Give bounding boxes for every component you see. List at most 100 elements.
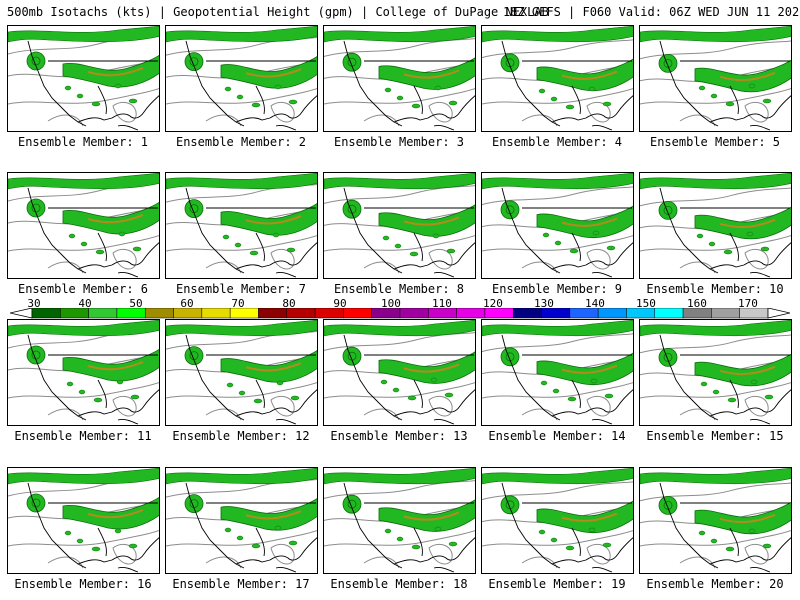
- coastline: [393, 117, 429, 123]
- coastline: [501, 482, 561, 569]
- isotach-blob: [407, 395, 417, 401]
- ensemble-member-label: Ensemble Member: 6: [17, 282, 149, 296]
- ensemble-map: [482, 468, 633, 573]
- coastline: [743, 389, 791, 413]
- isotach-blob: [606, 245, 616, 251]
- color-scale-label: 140: [584, 297, 605, 310]
- coastline: [255, 232, 265, 262]
- coastline: [749, 272, 771, 278]
- coastline: [413, 85, 423, 115]
- ensemble-panel-18: [323, 467, 476, 574]
- ensemble-panel-10: [639, 172, 792, 279]
- height-contour: [8, 382, 159, 399]
- coastline: [591, 567, 613, 573]
- northern-isotachs: [640, 26, 791, 43]
- ensemble-map: [166, 468, 317, 573]
- height-contour: [324, 332, 475, 351]
- coastline: [97, 85, 107, 115]
- closed-low: [342, 199, 362, 219]
- coastline: [393, 411, 429, 417]
- ensemble-member-label: Ensemble Member: 2: [175, 135, 307, 149]
- coastline: [749, 567, 771, 573]
- isotach-blob: [444, 392, 454, 398]
- ensemble-panel-12: [165, 319, 318, 426]
- coastline: [749, 419, 771, 425]
- height-contour: [47, 114, 84, 127]
- ensemble-member-label: Ensemble Member: 19: [488, 577, 626, 591]
- height-contour: [112, 248, 137, 270]
- isotach-blob: [698, 85, 706, 91]
- height-contour: [47, 408, 84, 421]
- height-contour: [166, 382, 317, 399]
- color-scale-label: 170: [737, 297, 758, 310]
- coastline: [255, 85, 265, 115]
- jet-stream-isotachs: [62, 348, 159, 382]
- isotach-blob: [552, 388, 560, 394]
- ensemble-panel-19: [481, 467, 634, 574]
- northern-isotachs: [166, 468, 317, 485]
- color-scale-swatches: [10, 308, 790, 319]
- ensemble-map: [640, 468, 791, 573]
- coastline: [585, 242, 633, 266]
- coastline: [343, 187, 403, 274]
- height-contour: [166, 235, 317, 252]
- closed-low: [500, 495, 520, 515]
- isotach-blob: [434, 526, 442, 532]
- ensemble-member-label: Ensemble Member: 15: [646, 429, 784, 443]
- isotach-blob: [224, 527, 232, 533]
- ensemble-map: [8, 468, 159, 573]
- ensemble-member-label: Ensemble Member: 18: [330, 577, 468, 591]
- jet-stream-isotachs: [378, 351, 475, 384]
- jet-core: [87, 509, 144, 519]
- closed-low: [184, 199, 204, 218]
- ensemble-map: [324, 320, 475, 425]
- color-swatch: [314, 308, 344, 319]
- coastline: [571, 232, 581, 262]
- jet-core: [87, 361, 144, 371]
- isotach-blob: [226, 382, 234, 388]
- isotach-blob: [128, 98, 138, 104]
- jet-core: [245, 510, 302, 520]
- isotach-blob: [222, 234, 230, 240]
- height-contour: [482, 39, 633, 59]
- ensemble-map: [482, 173, 633, 278]
- coastline: [255, 379, 265, 409]
- closed-low: [500, 200, 520, 220]
- jet-stream-isotachs: [220, 56, 317, 89]
- isotach-blob: [66, 381, 74, 387]
- scale-left-arrow: [10, 308, 33, 319]
- height-contour: [521, 114, 558, 127]
- jet-core: [245, 68, 302, 78]
- height-contour: [8, 88, 159, 105]
- isotach-blob: [448, 100, 458, 106]
- coastline: [413, 232, 423, 262]
- ensemble-panel-14: [481, 319, 634, 426]
- coastline: [427, 95, 475, 119]
- height-contour: [112, 395, 137, 417]
- closed-low: [26, 493, 46, 513]
- color-scale-bar: 30 40 50 60 70 80 90 100 110 120 130 140 150 160 170: [10, 297, 790, 321]
- ensemble-panel-3: [323, 25, 476, 132]
- closed-low: [658, 496, 678, 515]
- isotach-blob: [76, 538, 84, 544]
- coastline: [659, 40, 719, 127]
- isotach-blob: [725, 101, 735, 107]
- ensemble-panel-11: [7, 319, 160, 426]
- isotach-blob: [78, 389, 86, 395]
- coastline: [275, 272, 297, 278]
- jet-stream-isotachs: [378, 57, 475, 90]
- ensemble-member-label: Ensemble Member: 3: [333, 135, 465, 149]
- isotach-blob: [602, 542, 612, 548]
- isotach-blob: [224, 86, 232, 92]
- ensemble-panel-20: [639, 467, 792, 574]
- color-swatch: [60, 308, 89, 319]
- height-contour: [679, 408, 716, 421]
- isotach-blob: [710, 538, 718, 544]
- height-contour: [521, 408, 558, 421]
- height-contour: [744, 248, 769, 270]
- color-swatch: [116, 308, 146, 319]
- isotach-blob: [540, 380, 548, 386]
- ensemble-map: [640, 173, 791, 278]
- color-swatch: [456, 308, 486, 319]
- height-contour: [270, 543, 295, 565]
